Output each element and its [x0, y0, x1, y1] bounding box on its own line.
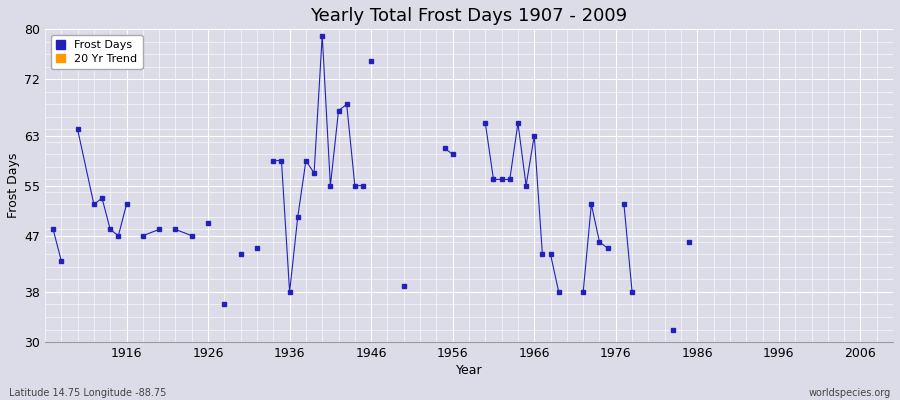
X-axis label: Year: Year	[455, 364, 482, 377]
Y-axis label: Frost Days: Frost Days	[7, 153, 20, 218]
Title: Yearly Total Frost Days 1907 - 2009: Yearly Total Frost Days 1907 - 2009	[310, 7, 627, 25]
Text: Latitude 14.75 Longitude -88.75: Latitude 14.75 Longitude -88.75	[9, 388, 166, 398]
Text: worldspecies.org: worldspecies.org	[809, 388, 891, 398]
Legend: Frost Days, 20 Yr Trend: Frost Days, 20 Yr Trend	[50, 35, 142, 70]
